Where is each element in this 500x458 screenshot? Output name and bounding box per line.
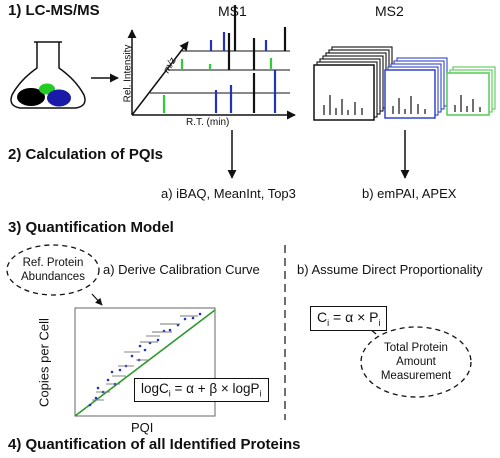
- proportionality-formula: Ci = α × Pi: [310, 306, 388, 331]
- ms1-x-axis-label: R.T. (min): [186, 117, 230, 128]
- formula-sub: i: [378, 317, 381, 328]
- ms2-spectra-black-stack: [313, 46, 393, 121]
- ms1-label: MS1: [218, 3, 247, 19]
- calib-x-axis-label: PQI: [131, 420, 154, 435]
- formula-term: = α + β × logP: [170, 381, 260, 396]
- calib-y-axis-label: Copies per Cell: [36, 318, 52, 407]
- total-protein-bubble: [360, 326, 472, 398]
- formula-sub: i: [327, 317, 330, 328]
- step4-title: 4) Quantification of all Identified Prot…: [8, 436, 301, 453]
- black-cell-icon: [17, 88, 45, 106]
- step2-methods-b: b) emPAI, APEX: [362, 186, 457, 201]
- bubble-line: Abundances: [21, 271, 85, 283]
- formula-sub: i: [168, 388, 171, 399]
- formula-sub: i: [259, 388, 262, 399]
- ref-protein-bubble: [6, 244, 100, 296]
- ms2-label: MS2: [375, 3, 404, 19]
- bubble-line: Amount: [396, 356, 436, 368]
- ref-protein-bubble-text: Ref. Protein Abundances: [7, 256, 99, 284]
- ms2-spectra-green-stack: [446, 66, 496, 116]
- option-a-label: a) Derive Calibration Curve: [103, 262, 260, 277]
- step2-title: 2) Calculation of PQIs: [8, 146, 164, 163]
- step1-title: 1) LC-MS/MS: [8, 2, 100, 19]
- ms1-y-axis-label: Rel. Intensity: [122, 44, 134, 103]
- calibration-formula: logCi = α + β × logPi: [134, 378, 269, 402]
- formula-term: C: [317, 309, 328, 325]
- step3-title: 3) Quantification Model: [8, 219, 174, 236]
- ms1-plot: [127, 5, 296, 120]
- blue-cell-icon: [47, 89, 71, 107]
- option-b-label: b) Assume Direct Proportionality: [297, 262, 483, 277]
- bubble-line: Total Protein: [384, 342, 448, 354]
- step2-methods-a: a) iBAQ, MeanInt, Top3: [161, 186, 296, 201]
- ref-to-plot-arrow: [91, 293, 103, 306]
- sample-flask-icon: [10, 41, 86, 109]
- total-protein-bubble-text: Total Protein Amount Measurement: [361, 341, 471, 383]
- formula-term: = α × P: [329, 309, 379, 325]
- bubble-line: Measurement: [380, 370, 452, 382]
- ms2-spectra-blue-stack: [384, 57, 448, 119]
- formula-term: logC: [141, 381, 169, 396]
- bubble-line: Ref. Protein: [22, 257, 84, 269]
